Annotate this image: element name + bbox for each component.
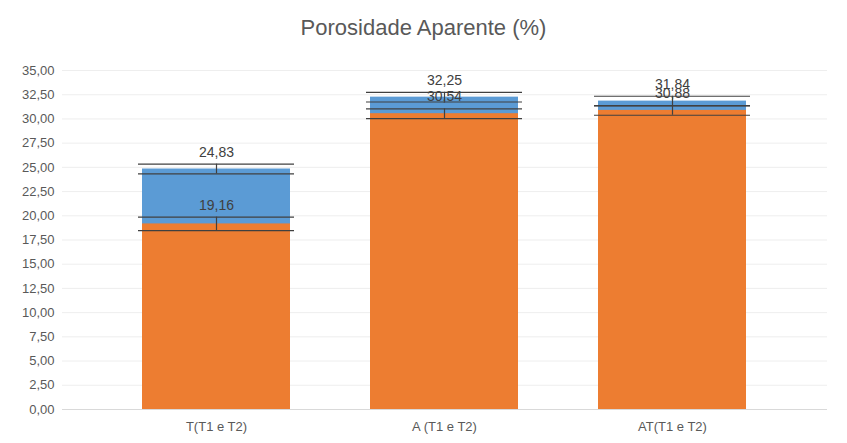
svg-text:35,00: 35,00 <box>22 63 55 78</box>
svg-text:22,50: 22,50 <box>22 184 55 199</box>
svg-text:2,50: 2,50 <box>29 377 54 392</box>
svg-text:20,00: 20,00 <box>22 208 55 223</box>
svg-text:12,50: 12,50 <box>22 281 55 296</box>
svg-text:32,50: 32,50 <box>22 87 55 102</box>
svg-text:AT(T1 e T2): AT(T1 e T2) <box>638 419 707 434</box>
html-text:Porosidade Aparente (%): Porosidade Aparente (%) <box>300 15 547 40</box>
svg-text:31,84: 31,84 <box>655 75 690 92</box>
svg-text:24,83: 24,83 <box>199 144 234 160</box>
svg-text:30,00: 30,00 <box>22 111 55 126</box>
svg-text:27,50: 27,50 <box>22 135 55 150</box>
svg-text:30,54: 30,54 <box>427 88 462 104</box>
svg-text:32,25: 32,25 <box>427 72 462 88</box>
svg-text:15,00: 15,00 <box>22 256 55 271</box>
svg-text:19,16: 19,16 <box>199 197 234 213</box>
svg-text:0,00: 0,00 <box>29 402 54 417</box>
svg-text:30,88: 30,88 <box>655 85 690 101</box>
svg-text:17,50: 17,50 <box>22 232 55 247</box>
svg-text:A (T1 e T2): A (T1 e T2) <box>412 419 477 434</box>
svg-text:10,00: 10,00 <box>22 305 55 320</box>
svg-text:T(T1 e T2): T(T1 e T2) <box>186 419 247 434</box>
svg-text:5,00: 5,00 <box>29 353 54 368</box>
svg-text:25,00: 25,00 <box>22 160 55 175</box>
svg-text:7,50: 7,50 <box>29 329 54 344</box>
